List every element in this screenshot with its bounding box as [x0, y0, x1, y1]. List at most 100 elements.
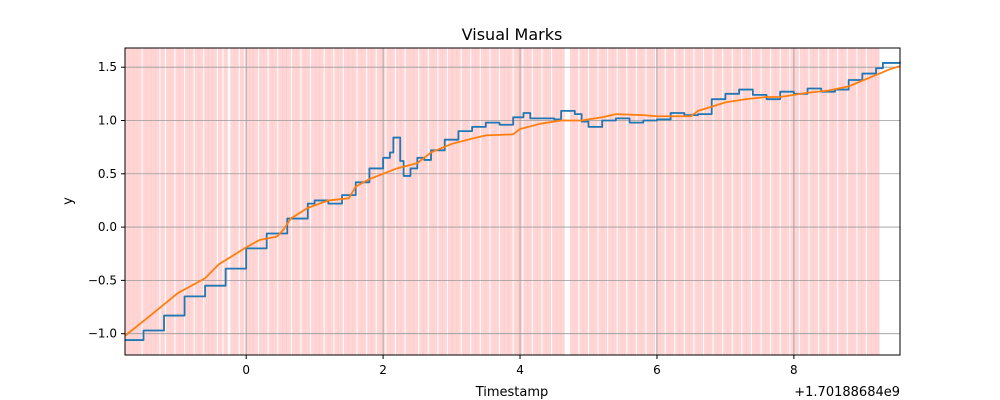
vertical-mark [556, 48, 561, 355]
vertical-mark [263, 48, 268, 355]
vertical-mark [419, 48, 424, 355]
vertical-mark [490, 48, 495, 355]
x-tick-label: 6 [653, 363, 661, 377]
vertical-mark [268, 48, 274, 355]
vertical-mark [593, 48, 598, 355]
vertical-mark [669, 48, 675, 355]
vertical-mark [804, 48, 809, 355]
vertical-mark [212, 48, 217, 355]
vertical-mark [405, 48, 410, 355]
vertical-mark [698, 48, 703, 355]
vertical-mark [598, 48, 604, 355]
vertical-mark [631, 48, 636, 355]
vertical-mark [204, 48, 209, 355]
vertical-mark [311, 48, 316, 355]
chart-title: Visual Marks [462, 25, 563, 44]
vertical-mark [775, 48, 780, 355]
vertical-mark [542, 48, 547, 355]
vertical-mark [694, 48, 699, 355]
vertical-mark [179, 48, 185, 355]
vertical-mark [272, 48, 278, 355]
y-axis-ticks: −1.0 −0.5 0.0 0.5 1.0 1.5 [88, 60, 125, 341]
y-tick-label: −0.5 [88, 273, 117, 287]
vertical-mark [500, 48, 505, 355]
vertical-mark [636, 48, 642, 355]
vertical-mark [675, 48, 680, 355]
vertical-mark [160, 48, 165, 355]
vertical-mark [790, 48, 795, 355]
vertical-mark [842, 48, 847, 355]
y-tick-label: −1.0 [88, 327, 117, 341]
vertical-mark [386, 48, 391, 355]
vertical-mark [124, 48, 130, 355]
vertical-mark [194, 48, 200, 355]
y-tick-label: 0.5 [98, 167, 117, 181]
vertical-mark [809, 48, 814, 355]
vertical-mark [150, 48, 156, 355]
vertical-mark [286, 48, 291, 355]
vertical-mark [665, 48, 671, 355]
vertical-mark [688, 48, 694, 355]
vertical-mark [328, 48, 334, 355]
vertical-mark [471, 48, 476, 355]
plot-frame [124, 47, 901, 356]
vertical-mark [780, 48, 786, 355]
vertical-mark [438, 48, 443, 355]
vertical-mark [456, 48, 461, 355]
vertical-mark [146, 48, 152, 355]
vertical-mark [189, 48, 194, 355]
series-line-1 [125, 61, 901, 341]
vertical-mark [432, 48, 438, 355]
vertical-mark [579, 48, 584, 355]
vertical-mark [650, 48, 656, 355]
vertical-mark [684, 48, 690, 355]
vertical-mark [475, 48, 480, 355]
vertical-mark [390, 48, 395, 355]
vertical-mark [291, 48, 297, 355]
vertical-mark [569, 48, 575, 355]
vertical-mark [838, 48, 843, 355]
vertical-mark [301, 48, 306, 355]
vertical-mark [527, 48, 532, 355]
vertical-mark [727, 48, 732, 355]
vertical-mark [494, 48, 499, 355]
y-tick-label: 0.0 [98, 220, 117, 234]
vertical-mark [771, 48, 776, 355]
vertical-mark [198, 48, 204, 355]
vertical-mark [357, 48, 363, 355]
vertical-mark [348, 48, 353, 355]
vertical-mark [742, 48, 747, 355]
vertical-mark [371, 48, 376, 355]
vertical-mark [175, 48, 180, 355]
x-tick-label: 2 [379, 363, 387, 377]
vertical-mark [523, 48, 528, 355]
vertical-mark [253, 48, 258, 355]
vertical-mark [717, 48, 723, 355]
vertical-mark [137, 48, 142, 355]
vertical-mark [154, 48, 160, 355]
vertical-mark [546, 48, 551, 355]
vertical-mark [799, 48, 805, 355]
vertical-mark [361, 48, 367, 355]
vertical-mark [560, 48, 565, 355]
vertical-mark [746, 48, 751, 355]
vertical-mark [583, 48, 588, 355]
vertical-mark [465, 48, 471, 355]
vertical-mark [713, 48, 719, 355]
vertical-mark [573, 48, 579, 355]
vertical-mark [352, 48, 357, 355]
vertical-mark [823, 48, 828, 355]
y-tick-label: 1.5 [98, 60, 117, 74]
vertical-mark [617, 48, 623, 355]
vertical-mark [367, 48, 372, 355]
vertical-mark [641, 48, 646, 355]
y-axis-label: y [61, 197, 76, 205]
grid-lines [125, 48, 900, 355]
vertical-mark [608, 48, 613, 355]
vertical-mark [761, 48, 766, 355]
vertical-mark [828, 48, 834, 355]
vertical-mark [452, 48, 457, 355]
vertical-mark [537, 48, 542, 355]
vertical-mark [170, 48, 175, 355]
